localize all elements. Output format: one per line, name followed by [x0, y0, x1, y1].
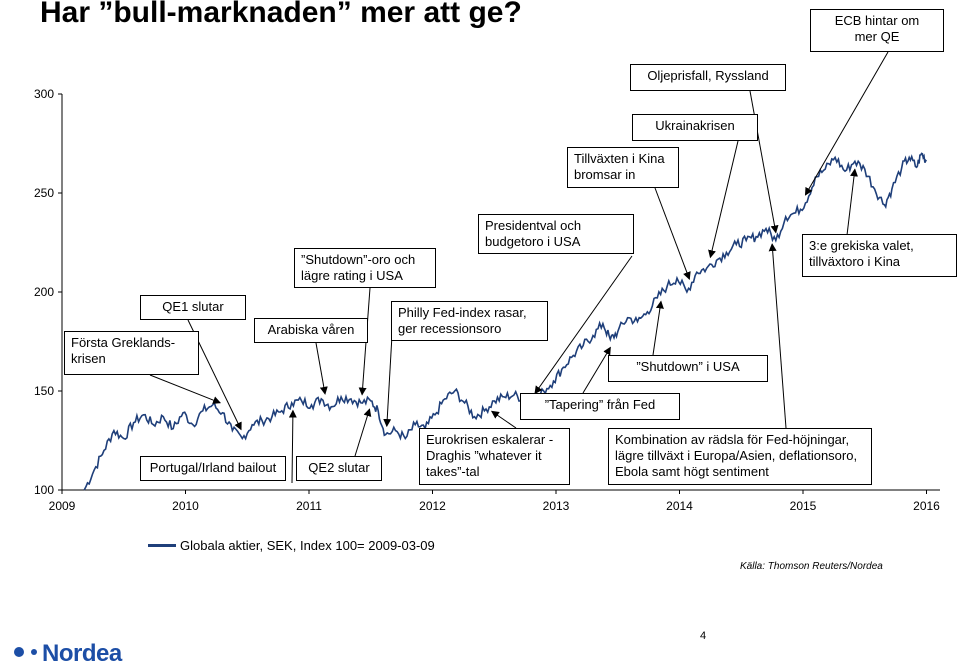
annotation-presidentval: Presidentval och budgetoro i USA — [478, 214, 634, 254]
annotation-ecb-qe: ECB hintar om mer QE — [810, 9, 944, 52]
arrow-arabiska-varen — [315, 342, 328, 395]
source-note: Källa: Thomson Reuters/Nordea — [740, 561, 883, 572]
legend-label: Globala aktier, SEK, Index 100= 2009-03-… — [180, 538, 435, 553]
x-tick-label: 2014 — [666, 499, 693, 513]
series-line — [83, 152, 928, 491]
arrow-portugal-irland — [288, 409, 297, 484]
x-tick-label: 2009 — [49, 499, 76, 513]
annotation-kombination: Kombination av rädsla för Fed-höjningar,… — [608, 428, 872, 485]
annotation-forsta-greklandskrisen: Första Greklands- krisen — [64, 331, 199, 375]
arrow-shutdown-usa — [652, 300, 664, 356]
annotation-qe2-slutar: QE2 slutar — [296, 456, 382, 481]
annotation-shutdown-usa: ”Shutdown” i USA — [608, 355, 768, 382]
x-tick-label: 2010 — [172, 499, 199, 513]
arrow-presidentval — [534, 255, 633, 395]
annotation-portugal-irland: Portugal/Irland bailout — [140, 456, 286, 481]
y-tick-label: 300 — [34, 87, 54, 101]
annotation-tapering: ”Tapering” från Fed — [520, 393, 680, 420]
annotation-philly-fed: Philly Fed-index rasar, ger recessionsor… — [391, 301, 548, 341]
x-tick-label: 2015 — [790, 499, 817, 513]
x-tick-label: 2011 — [296, 499, 322, 513]
page-number: 4 — [700, 630, 707, 642]
y-tick-label: 100 — [34, 483, 54, 497]
annotation-eurokrisen: Eurokrisen eskalerar - Draghis ”whatever… — [419, 428, 570, 485]
y-tick-label: 150 — [34, 384, 54, 398]
page-title: Har ”bull-marknaden” mer att ge? — [40, 0, 522, 29]
annotation-oljeprisfall: Oljeprisfall, Ryssland — [630, 64, 786, 91]
arrow-philly-fed — [383, 334, 393, 428]
annotation-ukrainakrisen: Ukrainakrisen — [632, 114, 758, 141]
nordea-logo — [14, 647, 37, 657]
arrow-tillvaxten-kina — [654, 187, 691, 280]
annotation-tillvaxten-kina: Tillväxten i Kina bromsar in — [567, 147, 679, 188]
chart-legend: Globala aktier, SEK, Index 100= 2009-03-… — [148, 538, 435, 553]
annotation-qe1-slutar: QE1 slutar — [140, 295, 246, 320]
arrow-oljeprisfall — [749, 90, 779, 234]
arrow-eurokrisen — [490, 410, 517, 429]
annotation-arabiska-varen: Arabiska våren — [254, 318, 368, 343]
arrow-forsta-greklandskrisen — [149, 374, 222, 404]
x-tick-label: 2012 — [419, 499, 446, 513]
annotation-shutdown-oro: ”Shutdown”-oro och lägre rating i USA — [294, 248, 436, 288]
arrow-ukrainakrisen — [708, 140, 739, 259]
arrow-tapering — [582, 346, 611, 394]
y-tick-label: 200 — [34, 285, 54, 299]
x-tick-label: 2016 — [913, 499, 940, 513]
legend-swatch — [148, 544, 176, 547]
nordea-logo-text: Nordea — [42, 640, 122, 667]
arrow-kombination — [768, 243, 787, 429]
arrow-qe2-slutar — [354, 408, 372, 457]
y-tick-label: 250 — [34, 186, 54, 200]
x-tick-label: 2013 — [543, 499, 570, 513]
arrow-ecb-qe — [804, 51, 889, 196]
annotation-grekiska-valet: 3:e grekiska valet, tillväxtoro i Kina — [802, 234, 957, 277]
